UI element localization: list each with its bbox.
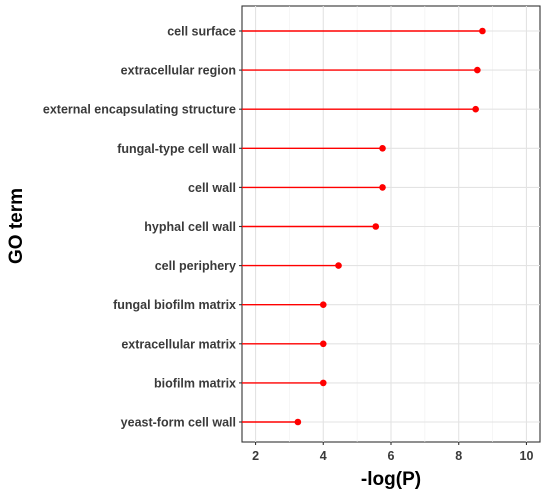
points bbox=[294, 27, 486, 426]
y-axis-ticks: cell surface extracellular region external… bbox=[43, 25, 242, 430]
x-tick-label: 4 bbox=[320, 449, 327, 463]
data-point bbox=[319, 301, 327, 309]
data-point bbox=[379, 184, 386, 191]
x-tick-label: 8 bbox=[455, 449, 462, 463]
y-tick-label: hyphal cell wall bbox=[144, 220, 236, 234]
y-tick-label: biofilm matrix bbox=[154, 376, 236, 390]
x-tick-label: 2 bbox=[252, 449, 259, 463]
data-point bbox=[319, 379, 327, 387]
data-point bbox=[372, 223, 380, 230]
y-tick-label: fungal-type cell wall bbox=[117, 142, 236, 156]
y-tick-label: yeast-form cell wall bbox=[121, 416, 236, 430]
x-tick-label: 6 bbox=[388, 449, 395, 463]
data-point bbox=[472, 105, 479, 113]
y-tick-label: cell surface bbox=[167, 25, 236, 39]
y-tick-label: external encapsulating structure bbox=[43, 103, 236, 117]
x-axis-title: -log(P) bbox=[361, 469, 421, 490]
data-point bbox=[379, 145, 386, 152]
x-tick-label: 10 bbox=[520, 449, 534, 463]
data-point bbox=[294, 418, 302, 426]
data-point bbox=[479, 27, 486, 35]
stems bbox=[242, 30, 483, 423]
y-tick-label: cell periphery bbox=[155, 259, 236, 273]
data-point bbox=[319, 340, 327, 348]
data-point bbox=[335, 262, 342, 269]
y-tick-label: extracellular region bbox=[121, 64, 236, 78]
x-axis-ticks: 2 4 6 8 10 bbox=[252, 442, 533, 463]
data-point bbox=[474, 66, 481, 74]
y-tick-label: fungal biofilm matrix bbox=[113, 298, 236, 312]
y-tick-label: cell wall bbox=[188, 181, 236, 195]
y-tick-label: extracellular matrix bbox=[121, 337, 236, 351]
y-axis-title: GO term bbox=[6, 188, 27, 264]
